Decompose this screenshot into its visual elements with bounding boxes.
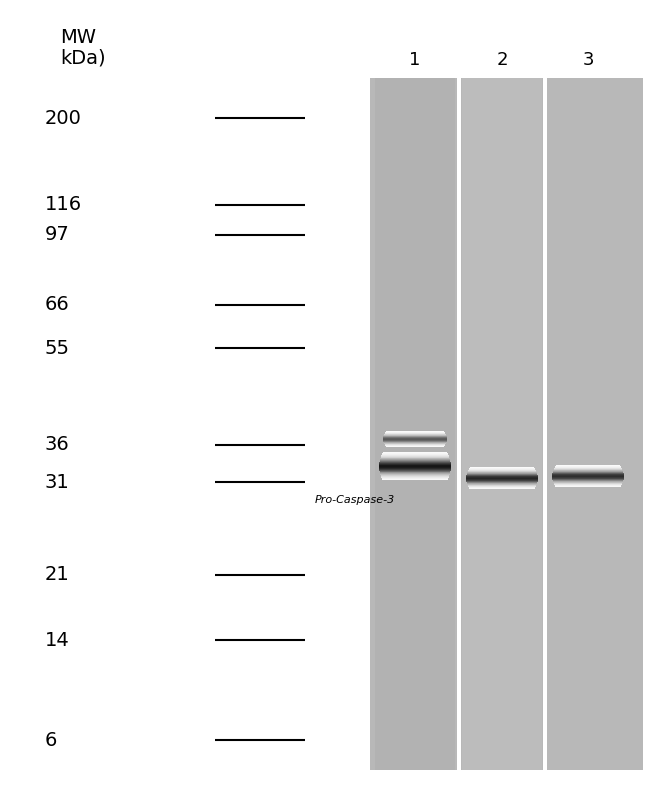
Text: 97: 97 (45, 226, 70, 245)
Bar (368, 78, 370, 770)
Bar (643, 78, 645, 770)
Text: 2: 2 (496, 51, 508, 69)
Text: 6: 6 (45, 730, 57, 749)
Bar (548, 78, 628, 770)
Text: 3: 3 (582, 51, 593, 69)
Text: 1: 1 (410, 51, 421, 69)
Text: 31: 31 (45, 472, 70, 492)
Text: 14: 14 (45, 630, 70, 649)
Text: 66: 66 (45, 295, 70, 315)
Text: 116: 116 (45, 195, 82, 215)
Text: 36: 36 (45, 435, 70, 455)
Text: 200: 200 (45, 109, 82, 127)
Text: Pro-Caspase-3: Pro-Caspase-3 (315, 495, 395, 505)
Bar (456, 78, 460, 770)
Text: 21: 21 (45, 566, 70, 585)
Text: kDa): kDa) (60, 48, 105, 67)
Bar (543, 78, 547, 770)
Text: 55: 55 (45, 338, 70, 357)
Text: MW: MW (60, 28, 96, 47)
Bar (368, 78, 645, 770)
Bar (375, 78, 455, 770)
Bar (462, 78, 542, 770)
